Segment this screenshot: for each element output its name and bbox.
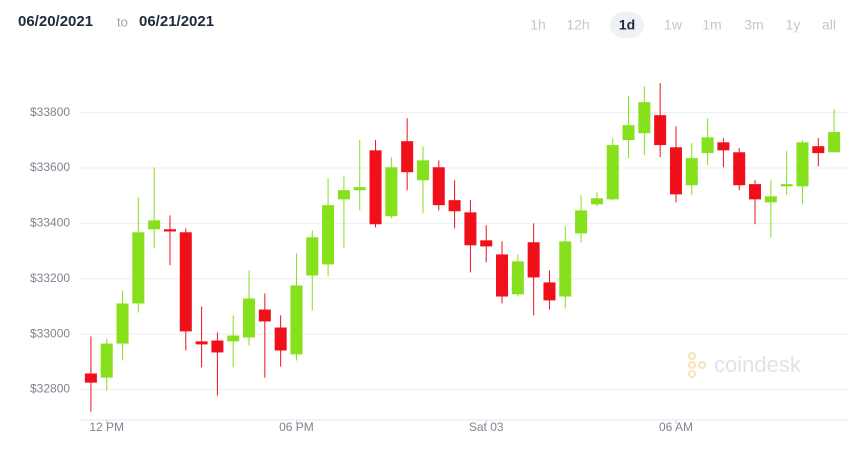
y-tick-label: $33200 [30, 271, 70, 285]
candle-body [385, 167, 398, 217]
watermark-logo [688, 370, 696, 378]
candle-body [416, 160, 429, 181]
candle-body [84, 373, 97, 383]
range-button[interactable]: 1y [786, 17, 801, 33]
x-tick-label: Sat 03 [469, 420, 504, 434]
candle-body [527, 242, 540, 278]
y-tick-label: $33400 [30, 216, 70, 230]
date-to[interactable]: 06/21/2021 [139, 13, 214, 30]
candle-body [211, 340, 224, 353]
watermark: coindesk [688, 352, 802, 378]
candle-body [622, 125, 635, 141]
candle-body [559, 241, 572, 297]
candle-body [654, 115, 667, 146]
range-selector: 1h 12h 1d 1w 1m 3m 1y all [530, 12, 836, 38]
candle-body [195, 341, 208, 345]
candle-body [590, 198, 603, 205]
candle-body [227, 335, 240, 342]
plot [84, 83, 841, 412]
candle-body [480, 240, 493, 247]
candle-body [353, 187, 366, 191]
candle-body [828, 132, 841, 153]
range-button[interactable]: 1h [530, 17, 546, 33]
watermark-logo [688, 361, 696, 369]
candle-body [701, 137, 714, 154]
candle-body [274, 327, 287, 351]
y-tick-label: $33800 [30, 105, 70, 119]
candle-body [543, 282, 556, 301]
candle-body [669, 147, 682, 195]
candle-body [401, 141, 414, 173]
candle-body [163, 229, 176, 232]
candle-body [100, 343, 113, 378]
candle-body [179, 232, 192, 332]
candle-body [496, 254, 509, 297]
y-tick-label: $33000 [30, 326, 70, 340]
range-button[interactable]: 3m [744, 17, 763, 33]
x-tick-label: 06 PM [279, 420, 314, 434]
x-tick-label: 06 AM [659, 420, 693, 434]
candle-body [733, 152, 746, 186]
candle-body [258, 309, 271, 322]
x-tick-label: 12 PM [89, 420, 124, 434]
candle-body [638, 102, 651, 134]
grid: $32800 $33000 $33200 $33400 $33600 $33800 12 P… [30, 105, 848, 434]
candle-body [764, 196, 777, 203]
candle-body [464, 212, 477, 246]
watermark-text: coindesk [714, 352, 802, 377]
candle-body [369, 150, 382, 225]
range-button[interactable]: 1m [702, 17, 721, 33]
candle-body [812, 146, 825, 154]
date-separator: to [117, 14, 128, 29]
candle-body [448, 200, 461, 212]
candle-body [306, 237, 319, 276]
range-button[interactable]: 1w [664, 17, 683, 33]
candle-body [575, 210, 588, 234]
candle-body [148, 220, 161, 230]
candle-body [432, 167, 445, 206]
range-button[interactable]: 12h [566, 17, 589, 33]
candle-body [132, 232, 145, 304]
candle-body [243, 298, 256, 338]
candle-body [685, 158, 698, 186]
y-tick-label: $32800 [30, 382, 70, 396]
watermark-logo [698, 361, 706, 369]
candle-body [780, 184, 793, 187]
watermark-logo [688, 352, 696, 360]
candle-body [606, 145, 619, 200]
candle-body [337, 190, 350, 200]
date-from[interactable]: 06/20/2021 [18, 13, 93, 30]
candle-body [749, 184, 762, 200]
range-button[interactable]: 1d [619, 17, 635, 33]
y-tick-label: $33600 [30, 160, 70, 174]
range-button[interactable]: all [822, 17, 836, 33]
candle-body [796, 142, 809, 187]
candle-body [511, 261, 524, 295]
candle-body [717, 142, 730, 151]
candle-body [290, 285, 303, 355]
range-active-bg [610, 12, 644, 38]
candle-body [116, 303, 129, 344]
candle-body [322, 205, 335, 265]
